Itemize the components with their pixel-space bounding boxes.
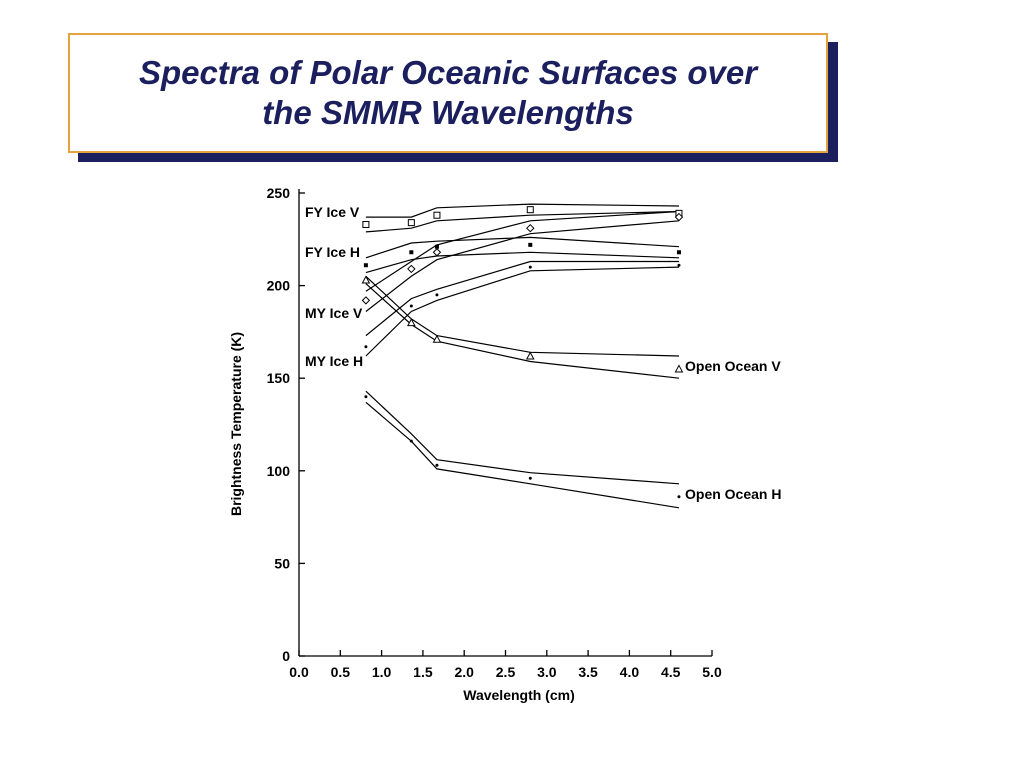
open-ocean-h-point <box>409 439 413 443</box>
fy-ice-v-point <box>362 220 370 228</box>
my-ice-v-point <box>407 264 416 274</box>
my-ice-v-lower-line <box>365 220 680 312</box>
my-ice-v-point <box>361 296 371 305</box>
x-tick-label: 3.5 <box>578 664 598 680</box>
open-ocean-v-point <box>525 351 535 360</box>
series-label-my-ice-h: MY Ice H <box>305 353 363 369</box>
my-ice-h-point <box>528 265 532 269</box>
open-ocean-h-point <box>435 463 439 467</box>
open-ocean-h-point <box>677 495 681 499</box>
fy-ice-v-upper-line <box>365 203 680 218</box>
open-ocean-v-point <box>432 334 442 343</box>
series-bands <box>365 203 680 509</box>
x-tick-label: 0.0 <box>289 664 309 680</box>
open-ocean-v-point <box>674 364 684 373</box>
my-ice-v-point <box>432 248 442 257</box>
open-ocean-h-upper-line <box>365 390 680 485</box>
x-tick-label: 2.0 <box>454 664 474 680</box>
y-axis-label: Brightness Temperature (K) <box>228 332 244 516</box>
fy-ice-h-point <box>409 250 414 255</box>
fy-ice-v-lower-line <box>365 210 680 233</box>
fy-ice-v-point <box>526 206 534 214</box>
x-tick-label: 1.5 <box>413 664 433 680</box>
slide-title-line-1: Spectra of Polar Oceanic Surfaces over <box>138 54 758 91</box>
x-axis-label: Wavelength (cm) <box>463 687 575 703</box>
series-label-open-ocean-h: Open Ocean H <box>685 486 781 502</box>
my-ice-v-point <box>526 223 535 233</box>
fy-ice-h-point <box>528 242 533 247</box>
y-tick-label: 250 <box>267 185 291 201</box>
x-tick-label: 3.0 <box>537 664 557 680</box>
x-tick-label: 2.5 <box>496 664 516 680</box>
open-ocean-h-point <box>528 476 532 480</box>
x-tick-label: 0.5 <box>331 664 351 680</box>
series-label-fy-ice-v: FY Ice V <box>305 204 360 220</box>
series-label-my-ice-v: MY Ice V <box>305 305 363 321</box>
my-ice-h-point <box>409 304 413 308</box>
fy-ice-h-point <box>676 250 681 255</box>
series-label-fy-ice-h: FY Ice H <box>305 244 360 260</box>
chart-axes: 0.0 0.5 1.0 1.5 2.0 2.5 3.0 3.5 4.0 4.5 5.0 0 50 100 1… <box>267 185 722 680</box>
fy-ice-h-point <box>363 263 368 268</box>
y-tick-label: 0 <box>282 648 290 664</box>
y-tick-label: 150 <box>267 370 291 386</box>
open-ocean-v-point <box>406 318 416 327</box>
fy-ice-h-point <box>434 244 439 249</box>
y-tick-label: 200 <box>267 278 291 294</box>
fy-ice-h-upper-line <box>365 236 680 259</box>
series-markers <box>361 206 684 499</box>
my-ice-h-point <box>364 345 368 349</box>
fy-ice-v-point <box>433 211 441 219</box>
open-ocean-v-point <box>361 275 371 284</box>
my-ice-v-point <box>674 212 684 222</box>
x-tick-label: 4.5 <box>661 664 681 680</box>
open-ocean-h-lower-line <box>365 401 680 509</box>
title-box: Spectra of Polar Oceanic Surfaces over t… <box>68 33 828 153</box>
x-tick-label: 1.0 <box>372 664 392 680</box>
open-ocean-v-upper-line <box>365 275 680 357</box>
my-ice-h-lower-line <box>365 266 680 357</box>
my-ice-h-point <box>435 293 439 297</box>
open-ocean-h-point <box>364 395 368 399</box>
my-ice-h-point <box>677 263 681 267</box>
fy-ice-v-point <box>407 219 415 227</box>
series-labels: FY Ice V FY Ice H MY Ice V MY Ice H Open Oce… <box>305 204 781 502</box>
x-tick-label: 4.0 <box>620 664 640 680</box>
series-label-open-ocean-v: Open Ocean V <box>685 358 781 374</box>
slide-title-line-2: the SMMR Wavelengths <box>262 94 634 131</box>
y-tick-label: 50 <box>274 555 290 571</box>
x-tick-label: 5.0 <box>702 664 722 680</box>
y-tick-label: 100 <box>267 463 291 479</box>
